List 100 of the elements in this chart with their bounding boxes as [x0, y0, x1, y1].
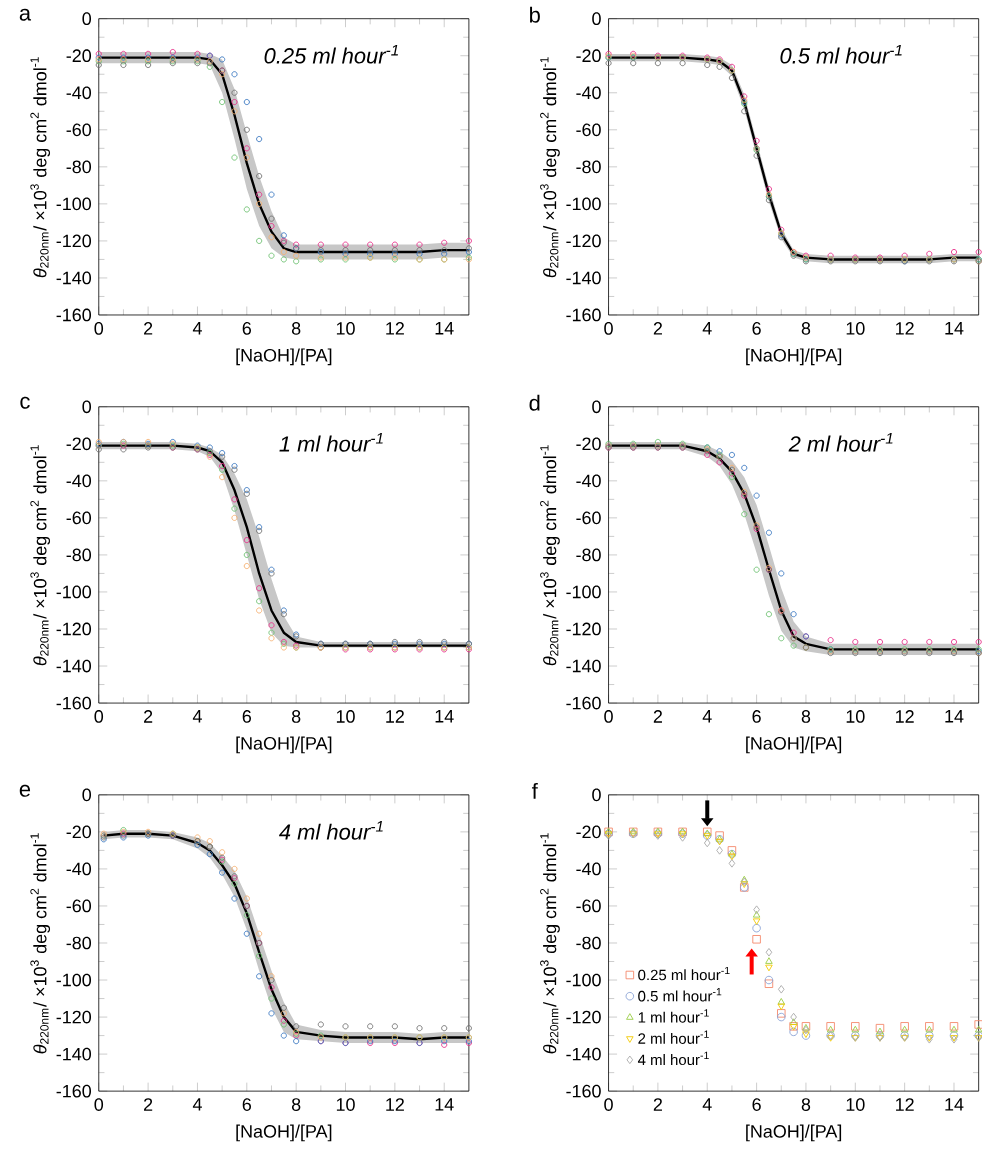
x-tick-label: 4: [192, 710, 202, 723]
x-tick-label: 6: [752, 710, 761, 723]
x-tick-label: 6: [242, 322, 251, 335]
x-tick-label: 6: [242, 1098, 251, 1111]
x-tick-label: 10: [846, 322, 865, 335]
y-tick-label: -60: [576, 511, 601, 525]
annotation: 0.25 ml hour$^{-1}$: [264, 44, 398, 64]
annotation: 1 ml hour$^{-1}$: [279, 432, 383, 452]
x-axis-title: [NaOH]/[PA]: [236, 736, 332, 754]
x-tick-label: 2: [143, 322, 152, 335]
y-tick-label: -140: [566, 659, 601, 673]
y-tick-label: -160: [56, 308, 91, 322]
x-tick-label: 0: [604, 322, 613, 335]
y-tick-label: -140: [566, 1047, 601, 1061]
y-tick-label: -100: [566, 585, 601, 599]
y-tick-label: -40: [66, 862, 91, 876]
x-tick-label: 12: [386, 1098, 404, 1111]
x-tick-label: 4: [192, 322, 202, 335]
x-tick-label: 14: [945, 322, 964, 335]
y-tick-label: -140: [56, 1047, 91, 1061]
y-tick-label: -80: [66, 548, 91, 562]
y-tick-label: -80: [576, 548, 601, 562]
y-tick-label: -40: [576, 862, 601, 876]
y-axis-title: θ$_{220nm}$/ ×10$^{3}$ deg cm$^{2}$ dmol$^{-1}$: [539, 57, 560, 278]
legend-label: 0.5 ml hour$^{-1}$: [637, 988, 722, 1002]
y-tick-label: -40: [576, 86, 601, 100]
y-tick-label: -80: [66, 160, 91, 174]
x-tick-label: 8: [801, 322, 810, 335]
y-tick-label: 0: [82, 12, 91, 26]
x-tick-label: 8: [291, 1098, 301, 1111]
x-tick-label: 6: [752, 322, 761, 335]
x-tick-label: 2: [143, 710, 152, 723]
y-tick-label: -60: [66, 123, 91, 137]
y-axis-title: θ$_{220nm}$/ ×10$^{3}$ deg cm$^{2}$ dmol$^{-1}$: [30, 445, 50, 666]
legend-label: 1 ml hour$^{-1}$: [638, 1009, 709, 1023]
y-tick-label: -20: [66, 49, 91, 63]
y-tick-label: -120: [56, 1010, 91, 1024]
y-axis-title: θ$_{220nm}$/ ×10$^{3}$ deg cm$^{2}$ dmol$^{-1}$: [539, 833, 560, 1054]
x-tick-label: 0: [94, 710, 103, 723]
x-tick-label: 14: [945, 710, 964, 723]
x-tick-label: 10: [846, 710, 865, 723]
x-axis-title: [NaOH]/[PA]: [745, 736, 841, 754]
x-tick-label: 2: [143, 1098, 152, 1111]
chart-title: b: [529, 6, 540, 23]
y-tick-label: 0: [591, 12, 601, 26]
y-tick-label: -20: [66, 437, 91, 451]
chart-title: d: [529, 394, 540, 411]
annotation: 4 ml hour$^{-1}$: [278, 821, 383, 840]
y-tick-label: -60: [66, 511, 91, 525]
y-tick-label: -160: [566, 696, 601, 710]
y-tick-label: -100: [56, 197, 91, 211]
y-tick-label: -60: [576, 899, 601, 913]
x-tick-label: 0: [94, 322, 103, 335]
y-tick-label: -120: [566, 622, 601, 636]
y-tick-label: -160: [566, 1084, 601, 1098]
x-tick-label: 0: [94, 1098, 103, 1111]
x-axis-title: [NaOH]/[PA]: [745, 348, 841, 366]
chart-title: a: [19, 8, 31, 21]
x-tick-label: 6: [752, 1098, 761, 1111]
x-tick-label: 4: [702, 322, 712, 335]
x-tick-label: 8: [801, 1098, 810, 1111]
y-tick-label: -100: [566, 197, 601, 211]
y-tick-label: -140: [56, 271, 91, 285]
x-tick-label: 12: [386, 710, 404, 723]
y-tick-label: -120: [566, 1010, 601, 1024]
x-axis-title: [NaOH]/[PA]: [236, 348, 332, 366]
y-tick-label: -40: [66, 474, 91, 488]
y-tick-label: 0: [82, 400, 91, 414]
x-tick-label: 10: [336, 710, 355, 723]
x-axis-title: [NaOH]/[PA]: [236, 1124, 332, 1142]
x-tick-label: 10: [336, 1098, 355, 1111]
x-tick-label: 4: [702, 710, 712, 723]
y-tick-label: -20: [66, 825, 91, 839]
y-tick-label: -100: [566, 973, 601, 987]
x-tick-label: 6: [242, 710, 251, 723]
y-tick-label: -40: [66, 86, 91, 100]
x-tick-label: 8: [291, 322, 301, 335]
annotation: 2 ml hour$^{-1}$: [788, 432, 893, 452]
chart-title: c: [20, 396, 30, 409]
x-tick-label: 0: [604, 1098, 613, 1111]
x-tick-label: 12: [895, 322, 914, 335]
annotation: 0.5 ml hour$^{-1}$: [780, 44, 902, 64]
x-tick-label: 10: [846, 1098, 865, 1111]
x-tick-label: 2: [653, 710, 662, 723]
x-tick-label: 14: [435, 710, 454, 723]
x-tick-label: 10: [336, 322, 355, 335]
legend-label: 0.25 ml hour$^{-1}$: [637, 966, 730, 981]
y-tick-label: -100: [56, 585, 91, 599]
x-tick-label: 8: [291, 710, 301, 723]
y-tick-label: -160: [56, 1084, 91, 1098]
x-tick-label: 0: [604, 710, 613, 723]
y-tick-label: -160: [56, 696, 91, 710]
y-tick-label: -160: [566, 308, 601, 322]
x-tick-label: 14: [435, 322, 454, 335]
x-tick-label: 8: [801, 710, 810, 723]
x-tick-label: 14: [945, 1098, 964, 1111]
y-axis-title: θ$_{220nm}$/ ×10$^{3}$ deg cm$^{2}$ dmol$^{-1}$: [30, 833, 50, 1054]
y-tick-label: -140: [566, 271, 601, 285]
y-tick-label: 0: [591, 400, 601, 414]
chart-title: e: [19, 784, 30, 797]
